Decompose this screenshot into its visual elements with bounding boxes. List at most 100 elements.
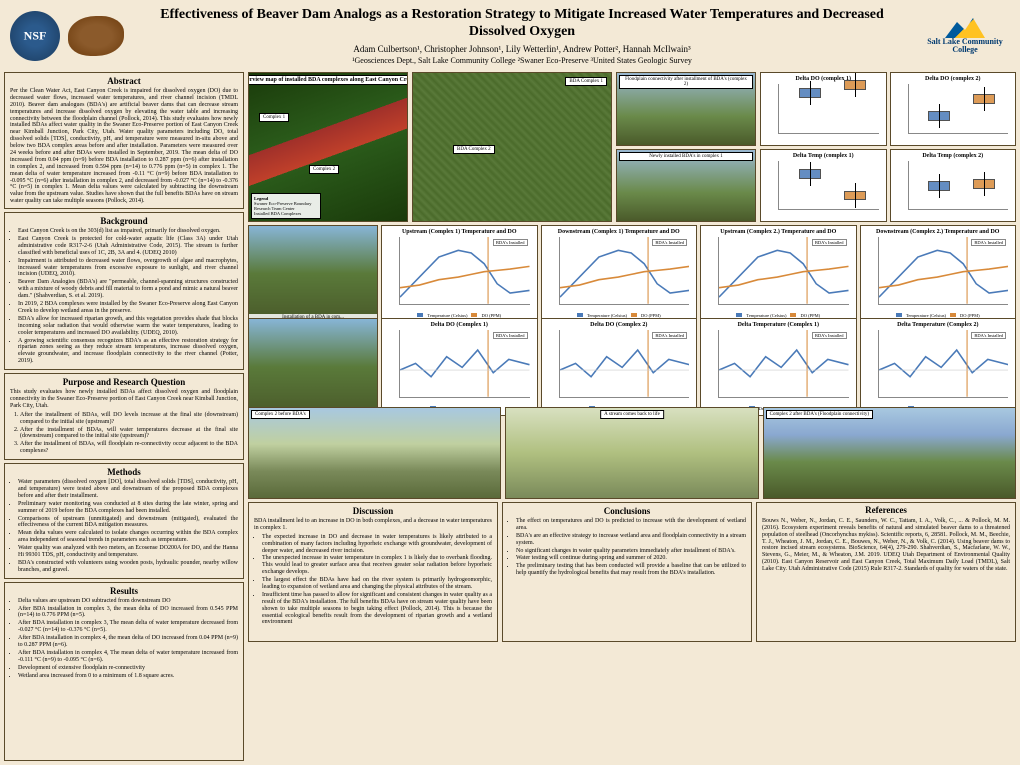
boxplot-grid: Delta DO (complex 1) Delta DO (complex 2… bbox=[760, 72, 1016, 222]
photo-caption: Newly installed BDA's in complex 1 bbox=[619, 152, 753, 161]
chart-area bbox=[908, 84, 1009, 134]
floodplain-photo: Floodplain connectivity after installmen… bbox=[616, 72, 756, 146]
list-item: The largest effect the BDAs have had on … bbox=[262, 577, 492, 591]
authors: Adam Culbertson¹, Christopher Johnson¹, … bbox=[132, 44, 912, 54]
list-item: After the installment of BDAs, will floo… bbox=[20, 441, 238, 455]
scene-after: Complex 2 after BDA's (Floodplain connec… bbox=[763, 407, 1016, 499]
ts-dn2: Downstream (Complex 2.) Temperature and … bbox=[860, 225, 1017, 322]
list-item: The effect on temperatures and DO is pre… bbox=[516, 518, 746, 532]
chart-title: Delta Temp (complex 2) bbox=[894, 153, 1013, 159]
field-photo bbox=[248, 318, 378, 416]
delta-do2: Delta DO (Complex 2) BDA's Installed Del… bbox=[541, 318, 698, 416]
list-item: The expected increase in DO and decrease… bbox=[262, 534, 492, 555]
chart-title: Downstream (Complex 1) Temperature and D… bbox=[545, 229, 694, 235]
boxplot-t2: Delta Temp (complex 2) bbox=[890, 149, 1017, 223]
chart-area: BDA's Installed bbox=[718, 330, 849, 398]
timeseries-row: Installation of a BDA in com... Upstream… bbox=[248, 225, 1016, 315]
list-item: BDA's are an effective strategy to incre… bbox=[516, 533, 746, 547]
list-item: The preliminary testing that has been co… bbox=[516, 563, 746, 577]
scene-label: Complex 2 before BDA's bbox=[251, 410, 310, 419]
scene-middle: A stream comes back to life bbox=[505, 407, 758, 499]
chart-legend: Temperature (Celsius)DO (PPM) bbox=[704, 313, 853, 318]
map-legend: Legend Swaner Eco-Preserve Boundary Rese… bbox=[251, 193, 321, 219]
chart-legend: Temperature (Celsius)DO (PPM) bbox=[864, 313, 1013, 318]
list-item: Wetland area increased from 0 to a minim… bbox=[18, 673, 238, 680]
results-list: Delta values are upstream DO subtracted … bbox=[10, 598, 238, 680]
ts-up1: Upstream (Complex 1) Temperature and DO … bbox=[381, 225, 538, 322]
scene-label: Complex 2 after BDA's (Floodplain connec… bbox=[766, 410, 873, 419]
bottom-row: Discussion BDA installment led to an inc… bbox=[248, 502, 1016, 642]
map-row: Overview map of installed BDA complexes … bbox=[248, 72, 1016, 222]
delta-row: Delta DO (Complex 1) BDA's Installed Del… bbox=[248, 318, 1016, 404]
scene-compare: Complex 2 before BDA's A stream comes ba… bbox=[248, 407, 1016, 499]
slcc-logo: Salt Lake Community College bbox=[920, 11, 1010, 61]
references-box: References Bouws N., Weber, N., Jordan, … bbox=[756, 502, 1016, 642]
discussion-title: Discussion bbox=[254, 506, 492, 516]
affiliations: ¹Geosciences Dept., Salt Lake Community … bbox=[132, 56, 912, 65]
chart-title: Delta DO (Complex 2) bbox=[545, 322, 694, 328]
photo-caption: Floodplain connectivity after installmen… bbox=[619, 75, 753, 89]
list-item: Water testing will continue during sprin… bbox=[516, 555, 746, 562]
chart-area: BDA's Installed bbox=[878, 330, 1009, 398]
legend-item: Installed BDA Complexes bbox=[254, 211, 318, 216]
purpose-title: Purpose and Research Question bbox=[10, 377, 238, 387]
list-item: The unexpected increase in water tempera… bbox=[262, 555, 492, 576]
list-item: Beaver Dam Analogies (BDA's) are "permea… bbox=[18, 279, 238, 300]
chart-area bbox=[908, 161, 1009, 211]
list-item: After BDA installation in complex 4, the… bbox=[18, 635, 238, 649]
list-item: After the installment of BDAs, will DO l… bbox=[20, 412, 238, 426]
aerial-map: BDA Complex 1 BDA Complex 2 bbox=[412, 72, 612, 222]
complex1-label: Complex 1 bbox=[259, 113, 289, 122]
complex2-label: Complex 2 bbox=[309, 165, 339, 174]
delta-do1: Delta DO (Complex 1) BDA's Installed Del… bbox=[381, 318, 538, 416]
poster-header: Effectiveness of Beaver Dam Analogs as a… bbox=[0, 0, 1020, 72]
chart-title: Delta Temperature (Complex 1) bbox=[704, 322, 853, 328]
results-title: Results bbox=[10, 586, 238, 596]
scene-label: A stream comes back to life bbox=[600, 410, 664, 419]
ts-up2: Upstream (Complex 2.) Temperature and DO… bbox=[700, 225, 857, 322]
chart-area: BDA's Installed bbox=[399, 330, 530, 398]
list-item: No significant changes in water quality … bbox=[516, 548, 746, 555]
chart-area: BDA's Installed bbox=[399, 237, 530, 305]
references-title: References bbox=[762, 506, 1010, 516]
chart-area: BDA's Installed bbox=[559, 330, 690, 398]
purpose-intro: This study evaluates how newly installed… bbox=[10, 389, 238, 410]
boxplot-t1: Delta Temp (complex 1) bbox=[760, 149, 887, 223]
left-column: Abstract Per the Clean Water Act, East C… bbox=[4, 72, 244, 761]
bda2-label: BDA Complex 2 bbox=[453, 145, 495, 154]
list-item: Comparisons of upstream (unmitigated) an… bbox=[18, 516, 238, 530]
conclusions-title: Conclusions bbox=[508, 506, 746, 516]
chart-title: Delta DO (Complex 1) bbox=[385, 322, 534, 328]
scene-before: Complex 2 before BDA's bbox=[248, 407, 501, 499]
poster-root: Effectiveness of Beaver Dam Analogs as a… bbox=[0, 0, 1020, 765]
discussion-lead: BDA installment led to an increase in DO… bbox=[254, 518, 492, 532]
chart-title: Downstream (Complex 2.) Temperature and … bbox=[864, 229, 1013, 235]
list-item: BDA's allow for increased riparian growt… bbox=[18, 316, 238, 337]
overview-map: Overview map of installed BDA complexes … bbox=[248, 72, 408, 222]
abstract-body: Per the Clean Water Act, East Canyon Cre… bbox=[10, 88, 238, 205]
new-bda-photo: Newly installed BDA's in complex 1 bbox=[616, 149, 756, 223]
content-grid: Abstract Per the Clean Water Act, East C… bbox=[0, 72, 1020, 765]
methods-title: Methods bbox=[10, 467, 238, 477]
chart-title: Delta Temp (complex 1) bbox=[764, 153, 883, 159]
conclusions-box: Conclusions The effect on temperatures a… bbox=[502, 502, 752, 642]
abstract-title: Abstract bbox=[10, 76, 238, 86]
purpose-questions: After the installment of BDAs, will DO l… bbox=[10, 412, 238, 455]
list-item: East Canyon Creek is protected for cold-… bbox=[18, 236, 238, 257]
discussion-box: Discussion BDA installment led to an inc… bbox=[248, 502, 498, 642]
list-item: Impairment is attributed to decreased wa… bbox=[18, 258, 238, 279]
overview-map-title: Overview map of installed BDA complexes … bbox=[248, 75, 408, 85]
chart-legend: Temperature (Celsius)DO (PPM) bbox=[545, 313, 694, 318]
conclusions-list: The effect on temperatures and DO is pre… bbox=[508, 518, 746, 577]
chart-title: Delta Temperature (Complex 2) bbox=[864, 322, 1013, 328]
results-box: Results Delta values are upstream DO sub… bbox=[4, 582, 244, 761]
background-box: Background East Canyon Creek is on the 3… bbox=[4, 212, 244, 370]
methods-box: Methods Water parameters (dissolved oxyg… bbox=[4, 463, 244, 579]
abstract-box: Abstract Per the Clean Water Act, East C… bbox=[4, 72, 244, 209]
purpose-box: Purpose and Research Question This study… bbox=[4, 373, 244, 460]
chart-title: Upstream (Complex 1) Temperature and DO bbox=[385, 229, 534, 235]
ts-dn1: Downstream (Complex 1) Temperature and D… bbox=[541, 225, 698, 322]
right-column: Overview map of installed BDA complexes … bbox=[248, 72, 1016, 761]
methods-list: Water parameters (dissolved oxygen [DO],… bbox=[10, 479, 238, 574]
chart-area: BDA's Installed bbox=[878, 237, 1009, 305]
